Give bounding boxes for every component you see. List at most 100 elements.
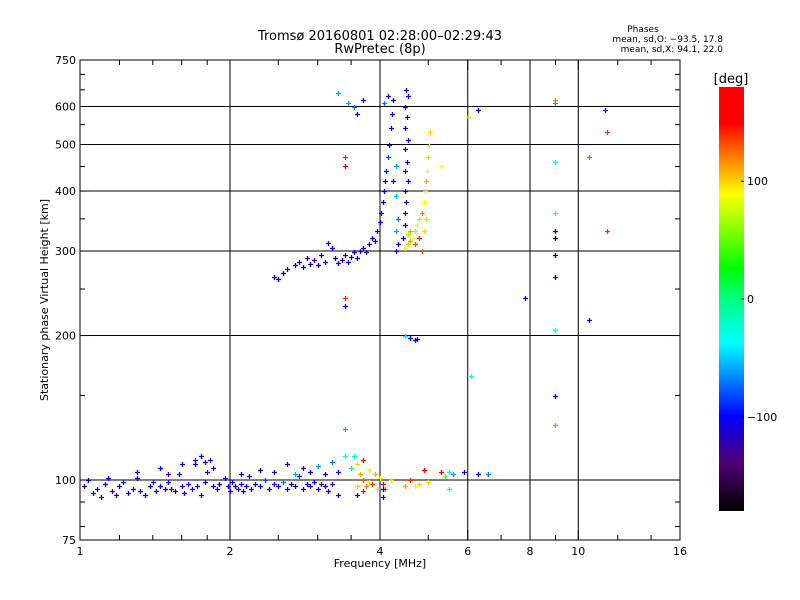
- data-point: [381, 482, 386, 487]
- data-point: [375, 229, 380, 234]
- data-point: [121, 480, 126, 485]
- x-tick-label: 4: [377, 545, 384, 558]
- data-point: [285, 487, 290, 492]
- data-point: [394, 249, 399, 254]
- data-point: [301, 487, 306, 492]
- data-point: [361, 489, 366, 494]
- data-point: [289, 482, 294, 487]
- data-point: [403, 211, 408, 216]
- data-point: [355, 493, 360, 498]
- data-point: [406, 138, 411, 143]
- data-point: [426, 480, 431, 485]
- data-point: [180, 462, 185, 467]
- data-point: [336, 261, 341, 266]
- data-point: [253, 482, 258, 487]
- data-point: [361, 98, 366, 103]
- data-point: [293, 263, 298, 268]
- data-point: [378, 476, 383, 481]
- data-point: [281, 480, 286, 485]
- data-point: [272, 275, 277, 280]
- data-point: [384, 169, 389, 174]
- data-point: [346, 101, 351, 106]
- data-point: [404, 200, 409, 205]
- data-point: [426, 155, 431, 160]
- colorbar-tick-label: 0: [747, 293, 754, 306]
- data-point: [293, 484, 298, 489]
- data-point: [126, 491, 131, 496]
- x-axis-label: Frequency [MHz]: [334, 557, 426, 570]
- data-point: [405, 160, 410, 165]
- axis-ticks: 1 2 4 6 8 10 16 75 100 200 300 400 500 600 750: [55, 54, 687, 558]
- data-point: [316, 487, 321, 492]
- data-point: [476, 108, 481, 113]
- data-point: [297, 260, 302, 265]
- data-point: [403, 223, 408, 228]
- data-point: [143, 493, 148, 498]
- data-point: [403, 189, 408, 194]
- y-tick-label: 600: [55, 101, 76, 114]
- data-point: [403, 169, 408, 174]
- data-point: [239, 472, 244, 477]
- data-point: [451, 472, 456, 477]
- data-point: [131, 487, 136, 492]
- data-point: [422, 229, 427, 234]
- data-point: [417, 217, 422, 222]
- data-points: [82, 88, 610, 500]
- data-point: [326, 489, 331, 494]
- data-point: [411, 236, 416, 241]
- data-point: [316, 464, 321, 469]
- data-point: [553, 394, 558, 399]
- x-tick-label: 16: [673, 545, 687, 558]
- data-point: [267, 487, 272, 492]
- data-point: [211, 466, 216, 471]
- colorbar-label: [deg]: [714, 72, 749, 87]
- data-point: [285, 267, 290, 272]
- data-point: [408, 478, 413, 483]
- data-point: [330, 460, 335, 465]
- data-point: [553, 275, 558, 280]
- data-point: [82, 484, 87, 489]
- data-point: [158, 466, 163, 471]
- data-point: [408, 336, 413, 341]
- data-point: [375, 487, 380, 492]
- data-point: [241, 489, 246, 494]
- data-point: [228, 489, 233, 494]
- data-point: [163, 487, 168, 492]
- data-point: [230, 480, 235, 485]
- data-point: [343, 164, 348, 169]
- data-point: [173, 489, 178, 494]
- data-point: [394, 229, 399, 234]
- data-point: [312, 480, 317, 485]
- data-point: [417, 482, 422, 487]
- data-point: [249, 487, 254, 492]
- data-point: [373, 472, 378, 477]
- data-point: [343, 454, 348, 459]
- data-point: [305, 256, 310, 261]
- data-point: [151, 480, 156, 485]
- data-point: [182, 491, 187, 496]
- chart-title: Tromsø 20160801 02:28:00–02:29:43: [257, 29, 502, 44]
- data-point: [486, 472, 491, 477]
- data-point: [226, 484, 231, 489]
- data-point: [340, 258, 345, 263]
- data-point: [364, 250, 369, 255]
- data-point: [447, 470, 452, 475]
- data-point: [447, 487, 452, 492]
- y-tick-label: 500: [55, 139, 76, 152]
- y-tick-label: 75: [62, 534, 76, 547]
- data-point: [258, 468, 263, 473]
- data-point: [403, 484, 408, 489]
- data-point: [154, 489, 159, 494]
- data-point: [378, 220, 383, 225]
- data-point: [343, 427, 348, 432]
- data-point: [389, 478, 394, 483]
- data-point: [439, 164, 444, 169]
- data-point: [343, 296, 348, 301]
- y-tick-label: 750: [55, 54, 76, 67]
- data-point: [553, 101, 558, 106]
- data-point: [301, 466, 306, 471]
- data-point: [439, 470, 444, 475]
- data-point: [413, 484, 418, 489]
- data-point: [396, 217, 401, 222]
- data-point: [205, 470, 210, 475]
